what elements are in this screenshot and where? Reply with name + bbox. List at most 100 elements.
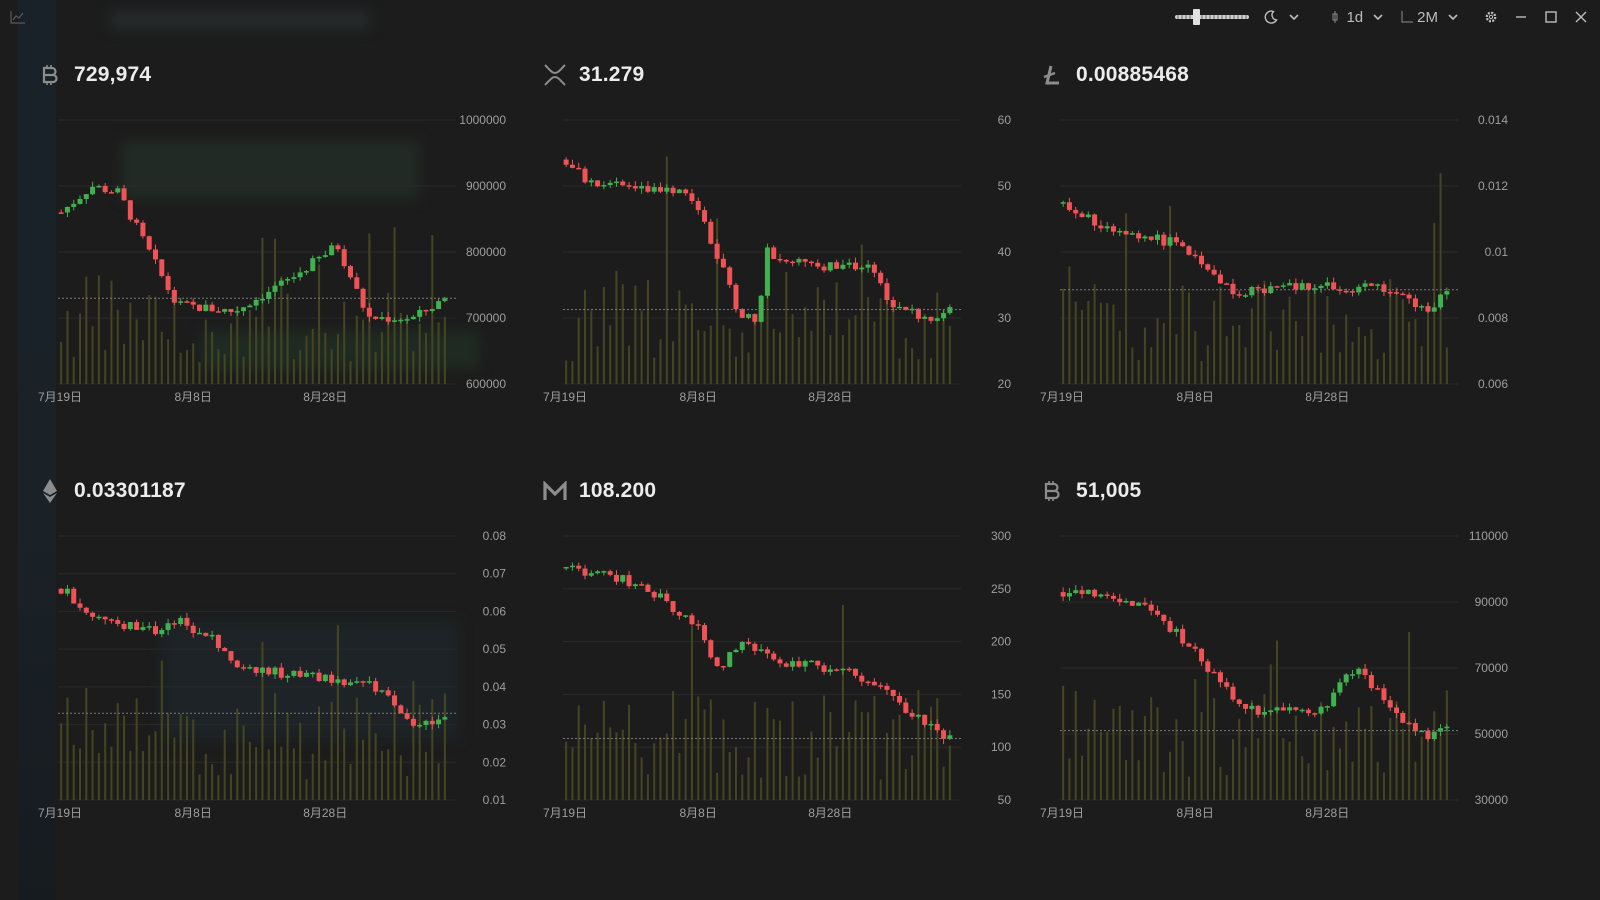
volume-bar (672, 341, 675, 384)
volume-bar (785, 776, 788, 800)
settings-button[interactable] (1484, 10, 1498, 24)
volume-bar (1395, 287, 1398, 384)
candle-body (783, 663, 789, 667)
candle-body (329, 245, 335, 256)
candlestick-chart[interactable]: 0.08 0.07 0.06 0.05 0.04 0.03 0.02 0.01 7月19日 8月8… (38, 514, 538, 876)
volume-bar (1093, 284, 1096, 384)
candle-body (928, 316, 934, 321)
volume-bar (1175, 719, 1178, 800)
chart-panel-btc[interactable]: 729,974 1000000 900000 800000 700000 600000 7… (38, 60, 538, 460)
volume-bar (1062, 685, 1065, 800)
chart-panel-ltc[interactable]: 0.00885468 0.014 0.012 0.01 0.008 0.006 7月19日… (1040, 60, 1540, 460)
y-tick-label: 0.014 (1478, 113, 1508, 127)
candle-body (670, 601, 676, 612)
volume-bar (211, 331, 214, 384)
candle-body (714, 243, 720, 259)
opacity-slider[interactable] (1175, 9, 1250, 25)
volume-bar (722, 325, 725, 384)
theme-dropdown[interactable] (1263, 9, 1303, 25)
candle-body (1092, 214, 1098, 226)
y-tick-label: 300 (991, 529, 1011, 543)
candle-body (676, 611, 682, 616)
volume-bar (280, 746, 283, 800)
candle-body (1073, 209, 1079, 214)
volume-bar (584, 724, 587, 800)
volume-bar (1225, 336, 1228, 384)
volume-bar (299, 722, 302, 800)
candlestick-chart[interactable]: 110000 90000 70000 50000 30000 7月19日 8月8日 8月28日 (1040, 514, 1540, 876)
x-tick-label: 8月28日 (1305, 806, 1349, 820)
interval-dropdown[interactable]: 1d (1331, 9, 1387, 26)
candle-body (392, 695, 398, 706)
volume-bar (412, 351, 415, 384)
volume-bar (123, 343, 126, 384)
range-dropdown[interactable]: 2M (1401, 9, 1462, 26)
volume-bar (1351, 341, 1354, 384)
candle-body (802, 661, 808, 667)
volume-bar (299, 350, 302, 384)
price-label: 0.03301187 (74, 479, 186, 502)
y-tick-label: 150 (991, 687, 1011, 701)
y-tick-label: 50000 (1475, 727, 1509, 741)
close-button[interactable] (1574, 10, 1588, 24)
volume-bar (690, 625, 693, 800)
candle-body (423, 720, 429, 726)
volume-bar (104, 723, 107, 800)
volume-bar (242, 725, 245, 800)
chart-panel-xrp[interactable]: 31.279 60 50 40 30 20 7月19日 8月8日 8月28日 (543, 60, 1043, 460)
candle-body (1375, 284, 1381, 286)
candle-body (272, 285, 278, 292)
volume-bar (91, 730, 94, 800)
candle-body (64, 588, 70, 594)
chart-panel-eth[interactable]: 0.03301187 0.08 0.07 0.06 0.05 0.04 0.03 0.02 0… (38, 476, 538, 876)
candle-body (385, 690, 391, 696)
candle-body (808, 660, 814, 663)
x-tick-label: 8月8日 (175, 390, 212, 404)
candle-body (639, 186, 645, 189)
candlestick-chart[interactable]: 60 50 40 30 20 7月19日 8月8日 8月28日 (543, 98, 1043, 460)
y-tick-label: 600000 (466, 377, 506, 391)
y-tick-label: 0.01 (483, 793, 507, 807)
volume-bar (1087, 728, 1090, 800)
candlestick-chart[interactable]: 1000000 900000 800000 700000 600000 7月19日 8月8日… (38, 98, 538, 460)
candlestick-chart[interactable]: 300 250 200 150 100 50 7月19日 8月8日 8月28日 (543, 514, 1043, 876)
volume-bar (1206, 345, 1209, 384)
volume-bar (1345, 314, 1348, 384)
candle-body (771, 653, 777, 660)
y-tick-label: 70000 (1475, 661, 1509, 675)
volume-bar (1439, 733, 1442, 800)
volume-bar (590, 310, 593, 384)
candle-body (582, 568, 588, 576)
candle-body (373, 681, 379, 692)
chart-panel-xmr[interactable]: 108.200 300 250 200 150 100 50 7月19日 8月8日 8月28日 (543, 476, 1043, 876)
volume-bar (1269, 331, 1272, 384)
candle-body (1362, 668, 1368, 676)
candle-body (153, 626, 158, 635)
candle-body (1412, 298, 1418, 308)
maximize-button[interactable] (1544, 10, 1558, 24)
chart-panel-bch[interactable]: 51,005 110000 90000 70000 50000 30000 7月19日 8月… (1040, 476, 1540, 876)
volume-bar (628, 704, 631, 800)
candlestick-chart[interactable]: 0.014 0.012 0.01 0.008 0.006 7月19日 8月8日 8月28日 (1040, 98, 1540, 460)
volume-bar (1213, 300, 1216, 384)
candle-body (1180, 242, 1186, 247)
candle-body (1079, 213, 1085, 218)
candle-body (171, 289, 177, 303)
volume-bar (236, 306, 239, 384)
volume-bar (873, 321, 876, 384)
candle-body (739, 309, 745, 318)
volume-bar (141, 751, 144, 800)
volume-bar (110, 746, 113, 800)
candle-body (941, 730, 947, 739)
volume-bar (198, 774, 201, 800)
volume-bar (911, 755, 914, 800)
candle-body (708, 640, 714, 658)
volume-bar (1433, 711, 1436, 800)
volume-bar (267, 749, 270, 800)
candle-body (777, 659, 783, 664)
candle-body (140, 222, 146, 237)
candle-body (348, 682, 353, 686)
volume-bar (1250, 700, 1253, 800)
minimize-button[interactable] (1514, 10, 1528, 24)
chevron-down-icon (1373, 14, 1383, 21)
